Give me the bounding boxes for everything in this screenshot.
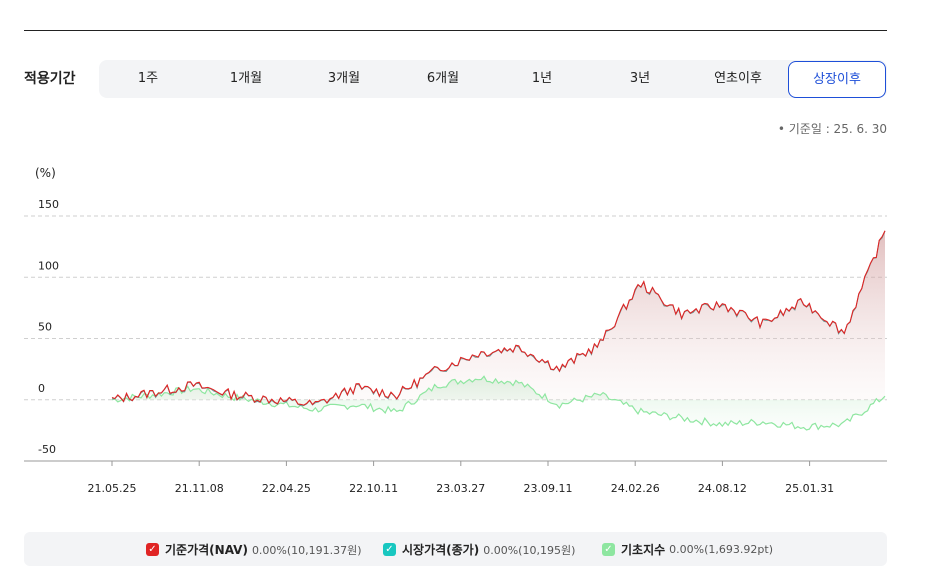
series-line-nav xyxy=(111,230,886,406)
period-1w-button[interactable]: 1주 xyxy=(137,71,159,86)
period-1m-button[interactable]: 1개월 xyxy=(229,71,263,86)
period-1y-button[interactable]: 1년 xyxy=(531,71,553,86)
legend: ✓ 기준가격(NAV) 0.00%(10,191.37원) ✓ 시장가격(종가)… xyxy=(24,532,887,566)
x-tick-label: 23.03.27 xyxy=(436,482,485,495)
legend-value: 0.00%(10,191.37원) xyxy=(251,543,362,557)
y-tick-label: 0 xyxy=(38,382,45,395)
y-tick-label: 150 xyxy=(38,198,59,211)
legend-name: 기초지수 xyxy=(621,543,666,557)
y-unit-label: (%) xyxy=(35,166,56,180)
x-tick-label: 21.05.25 xyxy=(88,482,137,495)
check-icon[interactable]: ✓ xyxy=(383,543,396,556)
legend-value: 0.00%(1,693.92pt) xyxy=(669,543,773,556)
period-since-listing-button[interactable]: 상장이후 xyxy=(788,61,886,98)
chart-svg: 150 100 50 0 -50 21.05.25 21.11.08 22.04.25 22.1… xyxy=(24,166,887,495)
x-tick-label: 25.01.31 xyxy=(785,482,834,495)
x-tick-label: 23.09.11 xyxy=(524,482,573,495)
period-3y-button[interactable]: 3년 xyxy=(629,71,651,86)
y-tick-label: 100 xyxy=(38,259,59,272)
period-selector: 1주 1개월 3개월 6개월 1년 3년 연초이후 상장이후 xyxy=(99,60,887,98)
check-icon[interactable]: ✓ xyxy=(602,543,615,556)
base-date: • 기준일 : 25. 6. 30 xyxy=(777,122,887,136)
base-date-text: 기준일 : 25. 6. 30 xyxy=(788,122,887,136)
legend-item-nav[interactable]: ✓ 기준가격(NAV) 0.00%(10,191.37원) xyxy=(146,541,362,558)
legend-name: 시장가격(종가) xyxy=(402,543,480,557)
legend-name: 기준가격(NAV) xyxy=(165,543,248,557)
top-divider xyxy=(24,30,887,31)
y-tick-label: 50 xyxy=(38,321,52,334)
x-tick-label: 21.11.08 xyxy=(175,482,224,495)
check-icon[interactable]: ✓ xyxy=(146,543,159,556)
period-label: 적용기간 xyxy=(24,71,76,87)
nav-area xyxy=(112,230,885,406)
period-6m-button[interactable]: 6개월 xyxy=(426,71,460,86)
x-tick-label: 22.04.25 xyxy=(262,482,311,495)
y-tick-label: -50 xyxy=(38,443,56,456)
series-line-index xyxy=(111,375,886,431)
index-area xyxy=(112,376,885,430)
x-tick-label: 24.08.12 xyxy=(698,482,747,495)
legend-item-market[interactable]: ✓ 시장가격(종가) 0.00%(10,195원) xyxy=(383,541,575,558)
legend-item-index[interactable]: ✓ 기초지수 0.00%(1,693.92pt) xyxy=(602,541,773,558)
legend-value: 0.00%(10,195원) xyxy=(483,543,576,557)
performance-chart: 150 100 50 0 -50 21.05.25 21.11.08 22.04.25 22.1… xyxy=(0,150,929,510)
x-tick-label: 22.10.11 xyxy=(349,482,398,495)
period-3m-button[interactable]: 3개월 xyxy=(327,71,361,86)
x-tick-label: 24.02.26 xyxy=(611,482,660,495)
period-ytd-button[interactable]: 연초이후 xyxy=(714,71,762,86)
